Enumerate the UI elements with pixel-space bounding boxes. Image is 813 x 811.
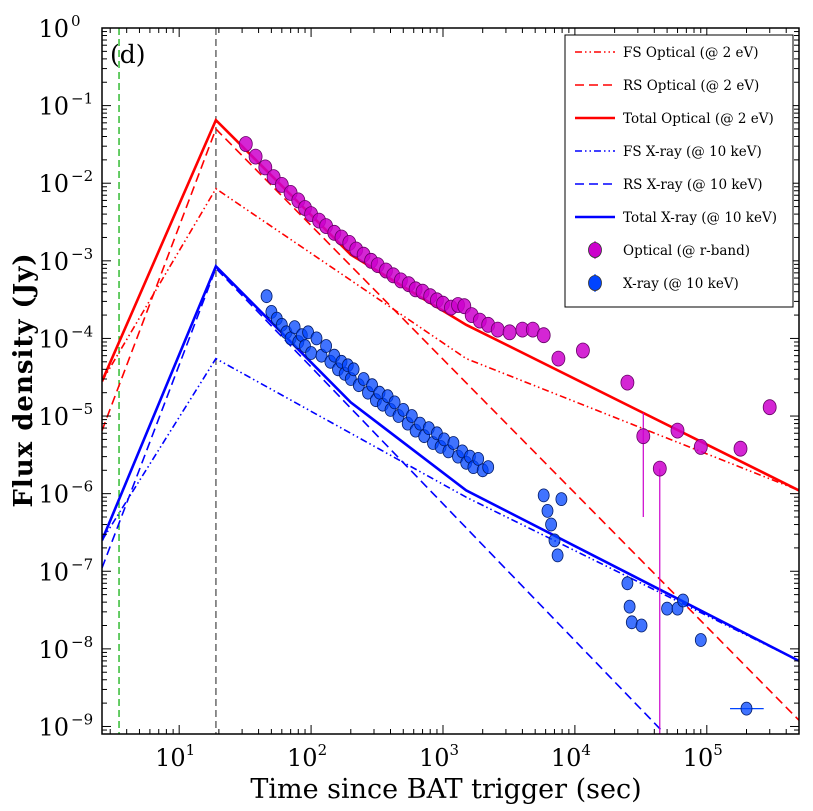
legend-box xyxy=(564,34,794,308)
xray-data-point xyxy=(621,576,634,591)
legend-entry: RS Optical (@ 2 eV) xyxy=(623,78,759,94)
xray-data-point xyxy=(347,362,360,377)
y-axis-label: Flux density (Jy) xyxy=(9,252,39,507)
optical-data-point xyxy=(620,374,635,391)
xray-data-point xyxy=(260,289,273,304)
x-tick-label: 101 xyxy=(155,741,195,772)
legend-swatch xyxy=(588,275,602,291)
xray-data-point xyxy=(541,503,554,518)
optical-data-point xyxy=(551,350,566,367)
data-points xyxy=(238,136,777,734)
xray-data-point xyxy=(482,460,495,475)
xray-data-point xyxy=(302,325,315,340)
optical-data-point xyxy=(248,148,263,165)
plot-frame xyxy=(101,27,800,735)
legend-swatch xyxy=(588,242,602,258)
legend-entry: FS Optical (@ 2 eV) xyxy=(623,45,759,61)
optical-data-point xyxy=(762,399,777,416)
xray-data-point xyxy=(694,633,707,647)
xray-data-point xyxy=(388,395,401,410)
xray-data-point xyxy=(405,409,418,423)
xray-data-point xyxy=(305,346,318,360)
xray-data-point xyxy=(472,451,485,466)
xray-data-point xyxy=(288,320,301,335)
x-tick-label: 105 xyxy=(683,741,723,772)
optical-data-point xyxy=(670,422,685,439)
xray-data-point xyxy=(623,599,636,614)
y-tick-label: 10 −4 xyxy=(38,322,93,353)
optical-data-point xyxy=(536,327,551,344)
xray-data-point xyxy=(551,548,564,563)
xray-data-point xyxy=(357,372,370,386)
x-tick-label: 103 xyxy=(419,741,459,772)
xray-data-point xyxy=(397,402,410,417)
legend-entry: Total Optical (@ 2 eV) xyxy=(623,111,774,127)
vertical-reference-lines xyxy=(118,28,217,734)
optical-data-point xyxy=(258,159,273,176)
xray-data-point xyxy=(320,339,333,353)
optical-data-point xyxy=(576,342,590,359)
xray-data-point xyxy=(555,492,568,507)
optical-data-point xyxy=(733,440,748,457)
model-curves xyxy=(102,117,799,731)
xray-data-point xyxy=(537,488,550,503)
xray-data-point xyxy=(545,517,557,532)
optical-data-point xyxy=(490,321,505,338)
legend-entry: FS X-ray (@ 10 keV) xyxy=(623,144,762,160)
legend-entry: RS X-ray (@ 10 keV) xyxy=(623,177,763,193)
optical-data-point xyxy=(636,428,651,445)
series-line xyxy=(102,263,799,663)
y-tick-label: 10 −7 xyxy=(38,555,93,586)
y-tick-label: 10 −5 xyxy=(38,400,93,431)
optical-data-point xyxy=(238,136,253,152)
series-line xyxy=(102,357,799,662)
legend: FS Optical (@ 2 eV) RS Optical (@ 2 eV) To… xyxy=(564,34,794,308)
y-tick-label: 10 −9 xyxy=(38,710,93,741)
series-line xyxy=(102,266,662,731)
legend-entry: Optical (@ r-band) xyxy=(623,243,750,259)
series-line xyxy=(102,187,799,492)
xray-data-point xyxy=(447,436,460,450)
legend-entry: Total X-ray (@ 10 keV) xyxy=(623,210,777,226)
optical-data-point xyxy=(652,460,667,477)
optical-data-point xyxy=(502,324,517,341)
y-tick-label: 10 −6 xyxy=(38,478,93,509)
xray-data-point xyxy=(677,593,689,608)
x-tick-label: 102 xyxy=(287,741,327,772)
series-line xyxy=(102,117,799,492)
xray-data-point xyxy=(740,701,753,716)
xray-data-point xyxy=(625,615,638,630)
xray-data-point xyxy=(310,331,323,346)
series-line xyxy=(102,127,799,721)
xray-data-point xyxy=(635,618,648,633)
y-tick-label: 10 −2 xyxy=(38,167,93,198)
legend-entry: X-ray (@ 10 keV) xyxy=(623,276,739,292)
y-tick-label: 10 0 xyxy=(38,12,80,43)
xray-data-point xyxy=(548,533,561,548)
panel-tag: (d) xyxy=(110,40,146,69)
y-tick-label: 10 −8 xyxy=(38,633,93,664)
optical-data-point xyxy=(693,438,708,455)
xray-data-point xyxy=(661,601,673,616)
y-tick-label: 10 −3 xyxy=(38,245,93,276)
y-tick-label: 10 −1 xyxy=(38,90,93,121)
x-tick-label: 104 xyxy=(551,741,591,772)
x-axis-label: Time since BAT trigger (sec) xyxy=(250,774,641,805)
